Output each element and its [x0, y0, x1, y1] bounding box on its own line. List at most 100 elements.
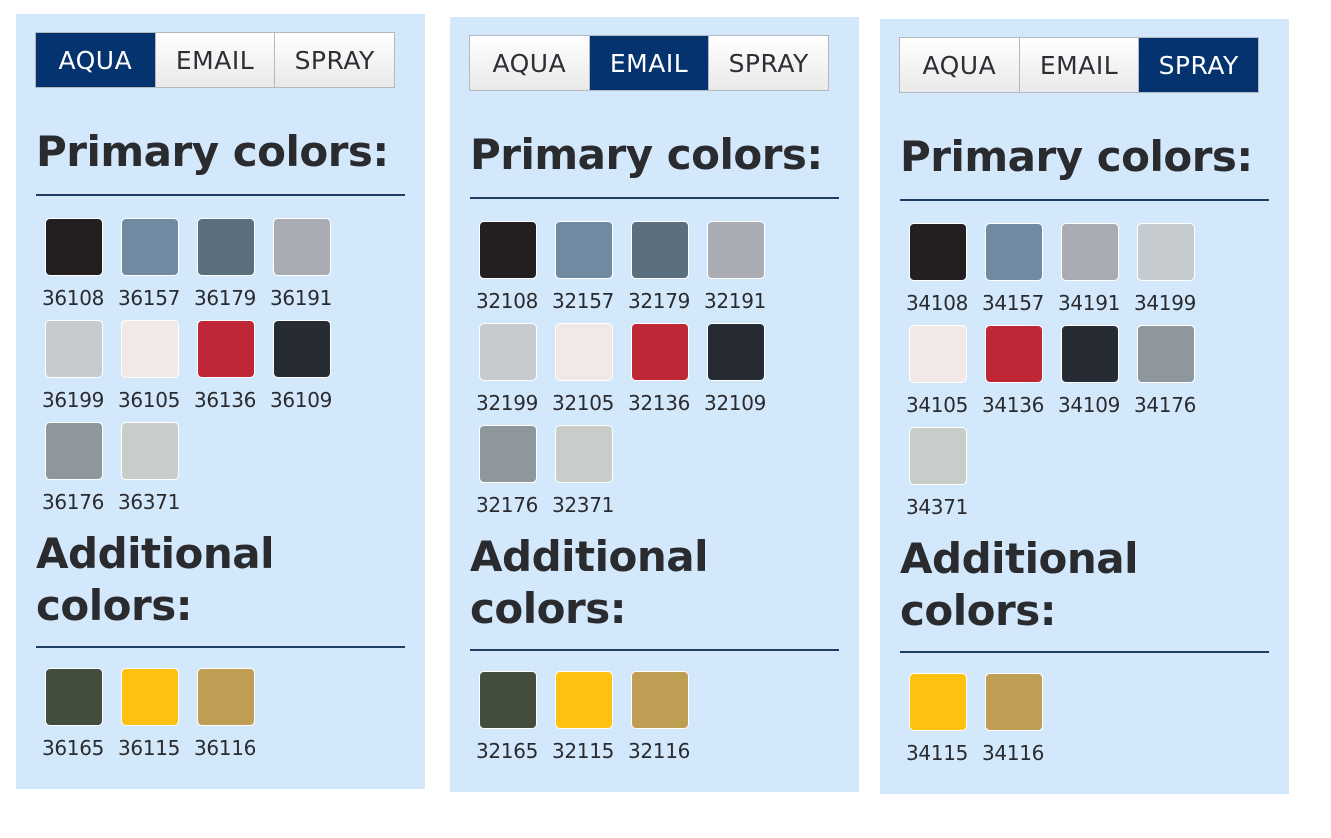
color-code: 34176: [1133, 393, 1197, 417]
color-code: 32191: [703, 289, 767, 313]
primary-colors-heading: Primary colors:: [470, 130, 823, 179]
color-swatch[interactable]: [707, 221, 765, 279]
tab-email[interactable]: EMAIL: [1018, 38, 1139, 92]
color-swatch[interactable]: [555, 671, 613, 729]
color-swatch[interactable]: [1137, 223, 1195, 281]
color-panel-spray: AQUA EMAIL SPRAY Primary colors: 34108 34157 3…: [880, 19, 1289, 794]
color-swatch[interactable]: [555, 323, 613, 381]
color-swatch[interactable]: [909, 427, 967, 485]
additional-colors-heading-line2: colors:: [470, 584, 627, 633]
color-code: 36165: [41, 736, 105, 760]
color-swatch[interactable]: [985, 325, 1043, 383]
color-swatch[interactable]: [121, 422, 179, 480]
color-swatch-item: 32157: [546, 221, 624, 315]
color-swatch[interactable]: [479, 671, 537, 729]
color-code: 32136: [627, 391, 691, 415]
color-swatch-item: 36108: [36, 218, 114, 312]
color-code: 34116: [981, 741, 1045, 765]
color-code: 32176: [475, 493, 539, 517]
color-swatch-item: 34199: [1128, 223, 1206, 317]
tab-spray[interactable]: SPRAY: [708, 36, 829, 90]
color-swatch-item: 32165: [470, 671, 548, 765]
color-swatch[interactable]: [909, 223, 967, 281]
color-code: 34157: [981, 291, 1045, 315]
color-swatch-item: 32371: [546, 425, 624, 519]
color-swatch[interactable]: [197, 218, 255, 276]
tab-email[interactable]: EMAIL: [588, 36, 709, 90]
color-swatch-item: 36371: [112, 422, 190, 516]
color-swatch[interactable]: [985, 673, 1043, 731]
color-swatch-item: 34116: [976, 673, 1054, 767]
color-swatch[interactable]: [45, 422, 103, 480]
color-swatch-item: 32116: [622, 671, 700, 765]
tab-aqua[interactable]: AQUA: [470, 36, 589, 90]
tab-bar: AQUA EMAIL SPRAY: [35, 32, 395, 88]
color-code: 36109: [269, 388, 333, 412]
color-swatch[interactable]: [631, 671, 689, 729]
color-code: 34371: [905, 495, 969, 519]
tab-email[interactable]: EMAIL: [154, 33, 275, 87]
color-swatch[interactable]: [197, 320, 255, 378]
color-swatch[interactable]: [121, 668, 179, 726]
color-swatch[interactable]: [555, 425, 613, 483]
color-code: 32108: [475, 289, 539, 313]
color-swatch-item: 36191: [264, 218, 342, 312]
color-swatch-item: 32136: [622, 323, 700, 417]
color-code: 32105: [551, 391, 615, 415]
color-swatch[interactable]: [45, 668, 103, 726]
color-swatch[interactable]: [909, 325, 967, 383]
color-swatch-item: 32191: [698, 221, 776, 315]
color-swatch[interactable]: [707, 323, 765, 381]
color-swatch[interactable]: [1061, 223, 1119, 281]
color-swatch-item: 32105: [546, 323, 624, 417]
tab-spray[interactable]: SPRAY: [1138, 38, 1259, 92]
color-code: 36157: [117, 286, 181, 310]
color-swatch-item: 34157: [976, 223, 1054, 317]
additional-colors-heading: Additional: [36, 529, 275, 578]
color-swatch[interactable]: [1061, 325, 1119, 383]
color-swatch-item: 36165: [36, 668, 114, 762]
color-swatch-item: 36115: [112, 668, 190, 762]
divider: [470, 197, 839, 199]
color-code: 32199: [475, 391, 539, 415]
color-swatch[interactable]: [273, 218, 331, 276]
color-code: 36116: [193, 736, 257, 760]
color-swatch[interactable]: [479, 425, 537, 483]
color-swatch[interactable]: [631, 221, 689, 279]
color-swatch-item: 32176: [470, 425, 548, 519]
color-swatch[interactable]: [45, 320, 103, 378]
color-swatch-item: 32179: [622, 221, 700, 315]
color-code: 32115: [551, 739, 615, 763]
additional-colors-heading: Additional: [470, 532, 709, 581]
color-swatch[interactable]: [273, 320, 331, 378]
color-swatch[interactable]: [985, 223, 1043, 281]
color-code: 36199: [41, 388, 105, 412]
color-swatch-item: 34176: [1128, 325, 1206, 419]
color-swatch-item: 36105: [112, 320, 190, 414]
color-code: 34199: [1133, 291, 1197, 315]
color-swatch[interactable]: [197, 668, 255, 726]
color-swatch-item: 32199: [470, 323, 548, 417]
color-code: 32116: [627, 739, 691, 763]
color-code: 34136: [981, 393, 1045, 417]
tab-spray[interactable]: SPRAY: [274, 33, 395, 87]
color-code: 36105: [117, 388, 181, 412]
color-swatch-item: 32115: [546, 671, 624, 765]
color-swatch[interactable]: [555, 221, 613, 279]
color-swatch[interactable]: [121, 218, 179, 276]
divider: [36, 646, 405, 648]
color-code: 36371: [117, 490, 181, 514]
color-swatch[interactable]: [1137, 325, 1195, 383]
color-swatch[interactable]: [479, 221, 537, 279]
color-swatch[interactable]: [479, 323, 537, 381]
color-swatch[interactable]: [121, 320, 179, 378]
tab-aqua[interactable]: AQUA: [900, 38, 1019, 92]
color-swatch-item: 32108: [470, 221, 548, 315]
color-code: 36176: [41, 490, 105, 514]
tab-aqua[interactable]: AQUA: [36, 33, 155, 87]
color-swatch[interactable]: [631, 323, 689, 381]
color-swatch[interactable]: [45, 218, 103, 276]
color-swatch-item: 34109: [1052, 325, 1130, 419]
color-swatch[interactable]: [909, 673, 967, 731]
primary-colors-heading: Primary colors:: [36, 127, 389, 176]
